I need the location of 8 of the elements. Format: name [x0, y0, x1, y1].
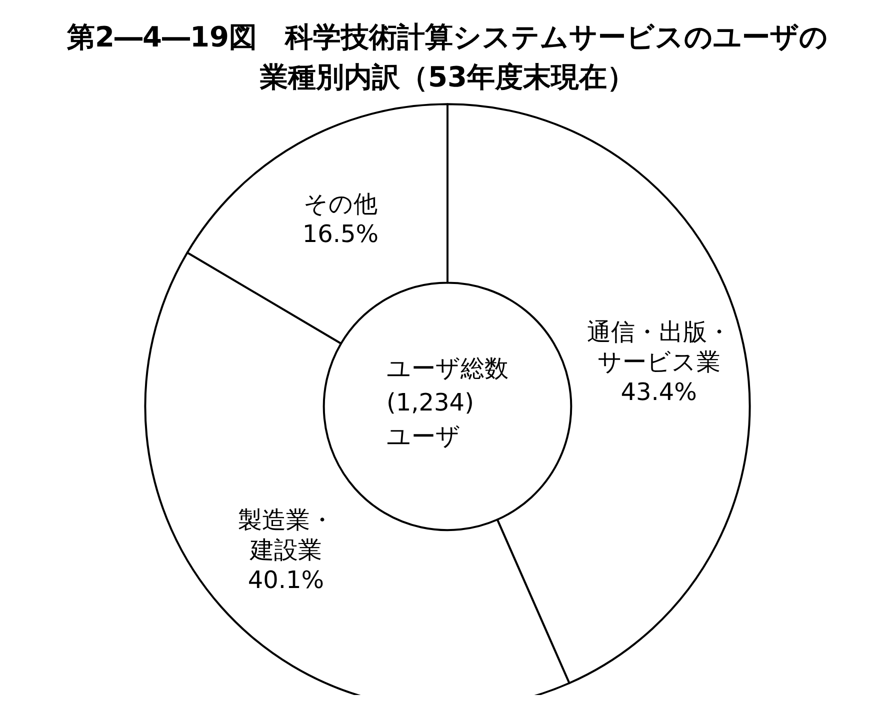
data-label: 16.5% — [302, 220, 379, 248]
data-label: 43.4% — [620, 378, 697, 406]
data-label: 40.1% — [248, 566, 324, 594]
slice-label: 製造業・建設業 — [238, 506, 334, 564]
slice-label: 通信・出版・サービス業 — [586, 318, 731, 376]
slice-label: その他 — [303, 190, 378, 218]
text: ユーザ総数 (1,234) ユーザ — [386, 354, 508, 450]
chart-title: 第2―4―19図 科学技術計算システムサービスのユーザの業種別内訳（53年度末現在） — [66, 20, 828, 94]
